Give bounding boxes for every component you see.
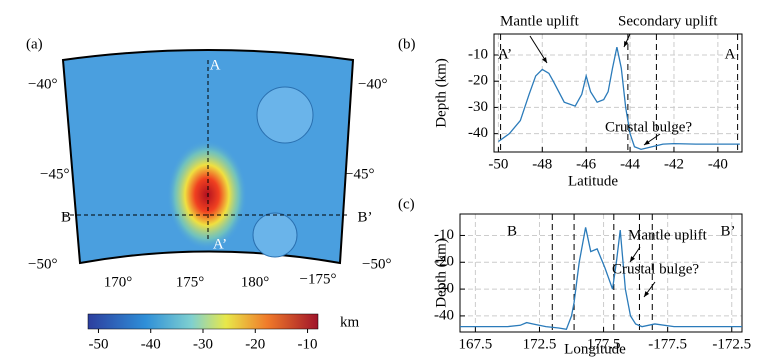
- panel-label: (c): [398, 196, 415, 212]
- colorbar-tick-label: -20: [245, 336, 265, 352]
- profile-label: A’: [213, 236, 227, 252]
- crater: [257, 87, 313, 143]
- profile-label: A: [725, 46, 736, 62]
- y-tick-label: -40: [434, 307, 454, 323]
- x-tick-label: -42: [664, 156, 684, 172]
- colorbar-tick-label: -40: [141, 336, 161, 352]
- annotation: Crustal bulge?: [612, 261, 699, 277]
- lon-label: 170°: [104, 274, 133, 290]
- arrow-head: [644, 291, 649, 297]
- x-axis-label: Latitude: [568, 173, 618, 189]
- x-tick-label: -172.5: [712, 336, 751, 352]
- x-tick-label: -46: [576, 156, 596, 172]
- lat-label: −40°: [358, 76, 387, 92]
- map: [63, 50, 353, 263]
- colorbar-unit: km: [340, 314, 360, 330]
- y-tick-label: -20: [468, 73, 488, 89]
- annotation: Crustal bulge?: [605, 119, 692, 135]
- arrow-head: [644, 140, 650, 145]
- lon-label: 180°: [241, 274, 270, 290]
- lat-label: −50°: [28, 256, 57, 272]
- arrow-head: [542, 57, 547, 63]
- x-tick-label: -44: [620, 156, 640, 172]
- panel-label: (a): [26, 36, 43, 52]
- colorbar: [88, 314, 318, 329]
- y-tick-label: -40: [468, 125, 488, 141]
- x-tick-label: 172.5: [523, 336, 557, 352]
- profile-label: B: [507, 223, 517, 239]
- colorbar-tick-label: -50: [88, 336, 108, 352]
- x-tick-label: -177.5: [648, 336, 687, 352]
- profile-label: A’: [498, 46, 512, 62]
- panel-label: (b): [398, 36, 416, 52]
- profile-label: B: [61, 209, 71, 225]
- y-axis-label: Depth (km): [433, 238, 449, 308]
- profile-label: A: [210, 57, 221, 73]
- lon-label: −175°: [300, 271, 337, 287]
- annotation: Secondary uplift: [618, 13, 718, 29]
- colorbar-tick-label: -10: [298, 336, 318, 352]
- profile-label: B’: [358, 209, 373, 225]
- x-tick-label: -40: [708, 156, 728, 172]
- profile-label: B’: [721, 223, 736, 239]
- annotation: Mantle uplift: [500, 13, 580, 29]
- lat-label: −40°: [28, 76, 57, 92]
- lat-label: −50°: [362, 256, 391, 272]
- lat-label: −45°: [40, 166, 69, 182]
- crater: [253, 213, 297, 257]
- lon-label: 175°: [176, 274, 205, 290]
- lat-label: −45°: [345, 166, 374, 182]
- y-axis-label: Depth (km): [433, 58, 449, 128]
- x-tick-label: -48: [532, 156, 552, 172]
- anomaly: [167, 140, 247, 250]
- x-tick-label: 167.5: [459, 336, 493, 352]
- x-tick-label: -50: [488, 156, 508, 172]
- figure: (a) −40° −45° −50° −40° −45° −50° 170° 175° 180° −…: [0, 0, 761, 361]
- annotation: Mantle uplift: [628, 227, 708, 243]
- y-tick-label: -10: [468, 46, 488, 62]
- colorbar-tick-label: -30: [193, 336, 213, 352]
- x-axis-label: Longitude: [564, 341, 626, 357]
- y-tick-label: -30: [468, 99, 488, 115]
